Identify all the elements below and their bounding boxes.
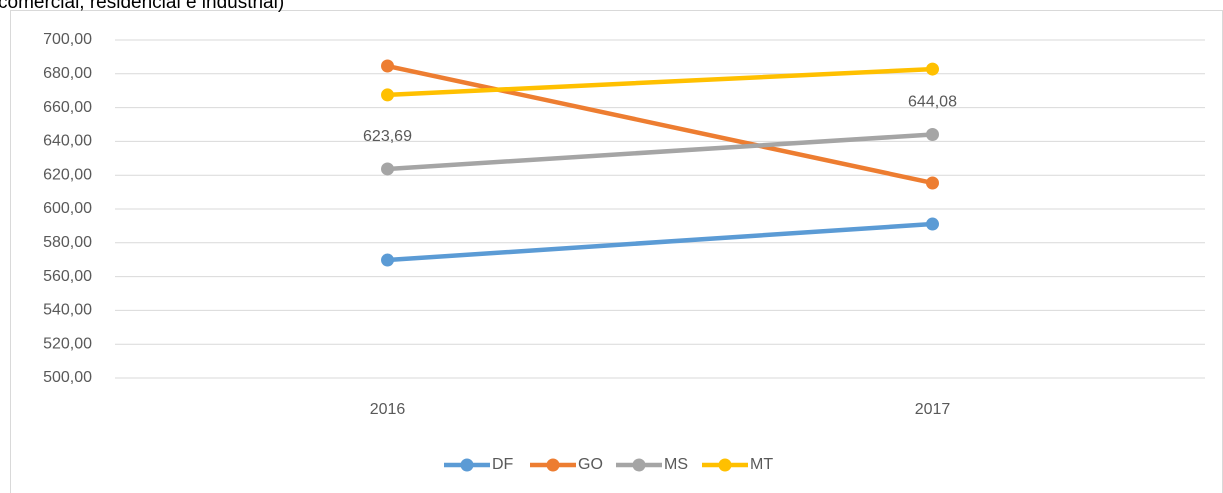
legend-label: MT [750,456,773,473]
y-tick-label: 640,00 [43,133,92,150]
x-tick-label: 2016 [370,401,406,418]
legend-marker [632,458,646,472]
y-tick-label: 600,00 [43,200,92,217]
x-tick-label: 2017 [915,401,951,418]
y-tick-label: 520,00 [43,335,92,352]
y-tick-label: 660,00 [43,99,92,116]
data-point [926,176,939,190]
data-point [926,217,939,231]
legend-marker [718,458,732,472]
y-tick-label: 680,00 [43,65,92,82]
y-tick-label: 500,00 [43,369,92,386]
data-point [926,62,939,76]
data-label: 644,08 [908,94,957,111]
data-point [926,128,939,142]
data-label: 623,69 [363,128,412,145]
data-point [381,59,394,73]
data-point [381,88,394,102]
data-point [381,253,394,267]
series-line [385,63,935,186]
legend-label: DF [492,456,514,473]
y-tick-label: 540,00 [43,302,92,319]
chart-frame [10,10,1223,493]
y-tick-label: 560,00 [43,268,92,285]
series-line [385,221,935,263]
legend-marker [460,458,474,472]
legend-label: GO [578,456,603,473]
legend-label: MS [664,456,688,473]
data-point [381,162,394,176]
legend-marker [546,458,560,472]
series-line [385,66,935,98]
series-line [385,132,935,172]
chart-title: comercial, residencial e industrial) [0,0,284,13]
y-tick-label: 620,00 [43,166,92,183]
y-tick-label: 580,00 [43,234,92,251]
y-tick-label: 700,00 [43,31,92,48]
